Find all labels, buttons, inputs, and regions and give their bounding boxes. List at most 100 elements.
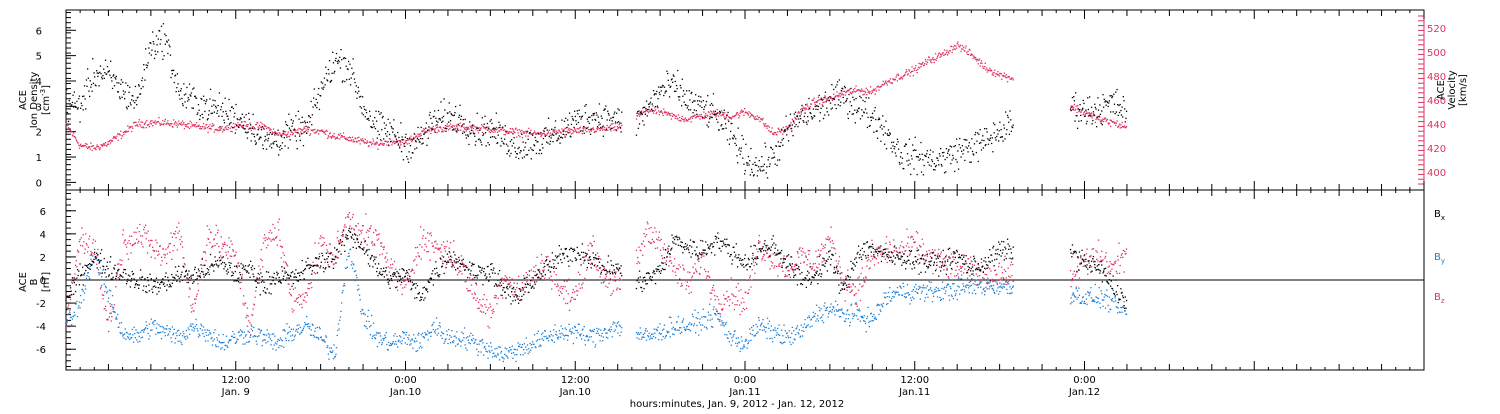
series-density-point	[97, 76, 98, 77]
series-velocity-point	[423, 130, 424, 131]
series-by-point	[725, 324, 726, 325]
series-density-point	[750, 148, 751, 149]
series-density-point	[196, 98, 197, 99]
series-by-point	[610, 326, 611, 327]
series-density-point	[641, 112, 642, 113]
series-density-point	[879, 119, 880, 120]
series-density-point	[276, 144, 277, 145]
series-velocity-point	[947, 54, 948, 55]
series-density-point	[486, 145, 487, 146]
series-by-point	[301, 332, 302, 333]
series-density-point	[850, 101, 851, 102]
series-by-point	[211, 337, 212, 338]
series-velocity-point	[962, 49, 963, 50]
series-density-point	[413, 138, 414, 139]
series-density-point	[660, 87, 661, 88]
series-by-point	[835, 301, 836, 302]
series-by-point	[365, 314, 366, 315]
series-density-point	[686, 90, 687, 91]
series-by-point	[355, 270, 356, 271]
series-velocity-point	[191, 124, 192, 125]
series-density-point	[358, 91, 359, 92]
series-density-point	[136, 104, 137, 105]
series-by-point	[442, 338, 443, 339]
series-by-point	[675, 330, 676, 331]
series-by-point	[772, 341, 773, 342]
series-by-point	[188, 327, 189, 328]
series-bz-point	[150, 240, 151, 241]
series-by-point	[693, 325, 694, 326]
series-by-point	[223, 342, 224, 343]
series-density-point	[764, 164, 765, 165]
series-density-point	[745, 144, 746, 145]
series-density-point	[244, 117, 245, 118]
series-velocity-point	[572, 133, 573, 134]
series-by-point	[1109, 297, 1110, 298]
series-velocity-point	[973, 58, 974, 59]
series-velocity-point	[402, 142, 403, 143]
series-density-point	[204, 100, 205, 101]
series-velocity-point	[843, 94, 844, 95]
series-by-point	[350, 249, 351, 250]
series-by-point	[424, 337, 425, 338]
series-density-point	[663, 95, 664, 96]
series-by-point	[1126, 314, 1127, 315]
series-by-point	[405, 334, 406, 335]
series-density-point	[833, 89, 834, 90]
series-density-point	[394, 134, 395, 135]
series-by-point	[723, 322, 724, 323]
series-density-point	[463, 123, 464, 124]
series-density-point	[175, 75, 176, 76]
series-velocity-point	[281, 134, 282, 135]
series-by-point	[729, 341, 730, 342]
series-density-point	[177, 83, 178, 84]
series-density-point	[930, 150, 931, 151]
series-velocity-point	[577, 131, 578, 132]
velocity-tick-label: 520	[1427, 24, 1446, 35]
series-by-point	[104, 291, 105, 292]
series-density-point	[505, 131, 506, 132]
series-density-point	[801, 105, 802, 106]
series-by-point	[543, 340, 544, 341]
series-density-point	[771, 147, 772, 148]
series-density-point	[505, 125, 506, 126]
series-density-point	[938, 164, 939, 165]
series-velocity-point	[104, 143, 105, 144]
series-by-point	[642, 337, 643, 338]
series-density-point	[696, 110, 697, 111]
series-by-point	[289, 327, 290, 328]
series-by-point	[615, 325, 616, 326]
series-density-point	[598, 122, 599, 123]
series-velocity-point	[826, 98, 827, 99]
series-by-point	[637, 334, 638, 335]
series-by-point	[542, 338, 543, 339]
series-density-point	[329, 60, 330, 61]
series-by-point	[123, 334, 124, 335]
series-by-point	[118, 327, 119, 328]
series-by-point	[363, 313, 364, 314]
series-density-point	[564, 121, 565, 122]
series-density-point	[342, 80, 343, 81]
series-density-point	[305, 126, 306, 127]
series-density-point	[395, 135, 396, 136]
series-by-point	[282, 340, 283, 341]
series-velocity-point	[804, 108, 805, 109]
series-by-point	[581, 338, 582, 339]
series-density-point	[251, 133, 252, 134]
series-by-point	[1101, 293, 1102, 294]
series-velocity-point	[207, 127, 208, 128]
series-by-point	[1011, 288, 1012, 289]
series-by-point	[155, 334, 156, 335]
series-density-point	[1004, 128, 1005, 129]
series-density-point	[95, 85, 96, 86]
series-density-point	[312, 106, 313, 107]
series-by-point	[683, 318, 684, 319]
series-by-point	[590, 330, 591, 331]
series-density-point	[785, 130, 786, 131]
series-bz-point	[155, 240, 156, 241]
series-density-point	[221, 106, 222, 107]
series-bz-point	[167, 247, 168, 248]
series-velocity-point	[806, 108, 807, 109]
series-density-point	[673, 74, 674, 75]
series-velocity-point	[754, 119, 755, 120]
